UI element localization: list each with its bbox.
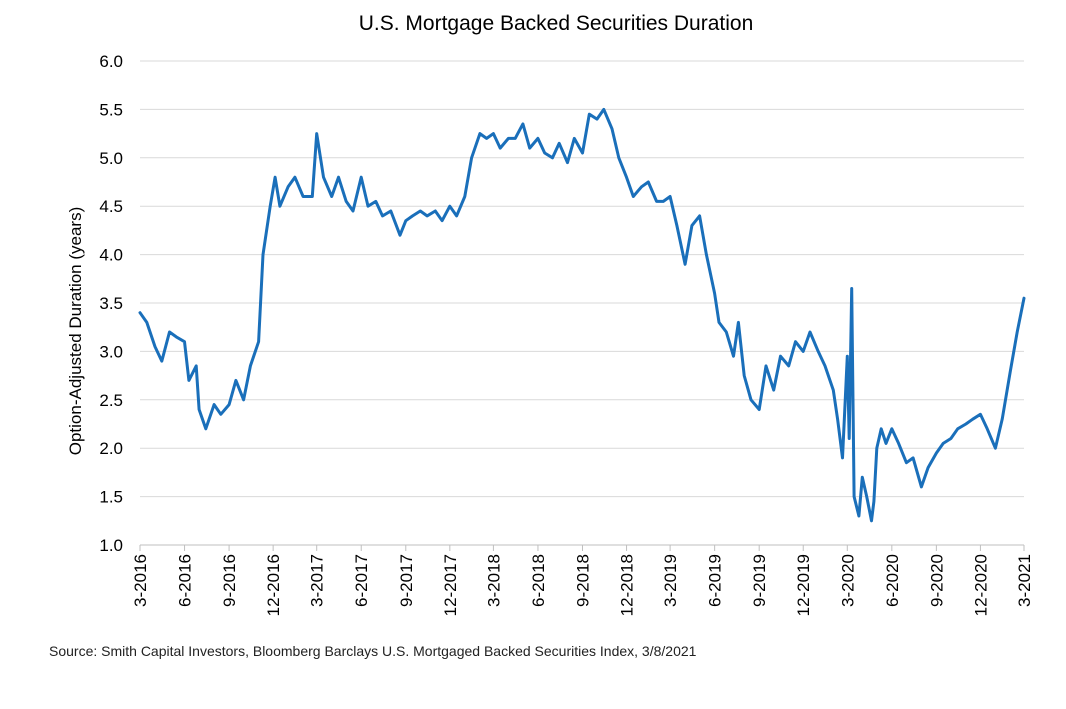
series-layer (138, 107, 1026, 523)
y-tick-label: 2.5 (99, 391, 123, 410)
x-tick-label: 6-2020 (883, 554, 902, 607)
x-tick-label: 12-2017 (441, 554, 460, 616)
x-tick-label: 12-2016 (264, 554, 283, 616)
x-tick-label: 12-2020 (971, 554, 990, 616)
x-tick-label: 3-2021 (1015, 554, 1034, 607)
y-axis-label: Option-Adjusted Duration (years) (66, 207, 85, 456)
x-tick-label: 6-2019 (706, 554, 725, 607)
y-tick-label: 6.0 (99, 52, 123, 71)
x-tick-label: 6-2018 (529, 554, 548, 607)
x-tick-label: 3-2016 (131, 554, 150, 607)
x-tick-label: 3-2018 (484, 554, 503, 607)
source-note: Source: Smith Capital Investors, Bloombe… (49, 643, 697, 659)
y-tick-label: 3.0 (99, 342, 123, 361)
x-tick-label: 9-2020 (927, 554, 946, 607)
x-tick-label: 3-2019 (661, 554, 680, 607)
x-tick-label: 9-2018 (573, 554, 592, 607)
x-tick-labels: 3-2016 6-2016 9-2016 12-2016 3-2017 6-2017 9-2… (131, 554, 1034, 616)
x-tick-label: 3-2020 (838, 554, 857, 607)
x-tick-label: 9-2019 (750, 554, 769, 607)
x-tick-label: 6-2016 (176, 554, 195, 607)
y-tick-labels: 1.0 1.5 2.0 2.5 3.0 3.5 4.0 4.5 5.0 5.5 6.0 (99, 52, 123, 555)
y-tick-label: 4.5 (99, 197, 123, 216)
series-line (138, 107, 1026, 523)
x-tick-label: 3-2017 (308, 554, 327, 607)
y-tick-label: 3.5 (99, 294, 123, 313)
y-tick-label: 1.5 (99, 488, 123, 507)
x-tick-label: 6-2017 (352, 554, 371, 607)
gridlines (140, 60, 1024, 498)
x-tick-label: 9-2016 (220, 554, 239, 607)
x-tick-label: 12-2018 (618, 554, 637, 616)
x-tick-label: 9-2017 (397, 554, 416, 607)
chart-title: U.S. Mortgage Backed Securities Duration (358, 12, 754, 35)
y-tick-label: 2.0 (99, 439, 123, 458)
y-tick-label: 1.0 (99, 536, 123, 555)
y-tick-label: 4.0 (99, 246, 123, 265)
y-tick-label: 5.5 (99, 100, 123, 119)
y-tick-label: 5.0 (99, 149, 123, 168)
axes (139, 544, 1025, 551)
x-tick-label: 12-2019 (794, 554, 813, 616)
